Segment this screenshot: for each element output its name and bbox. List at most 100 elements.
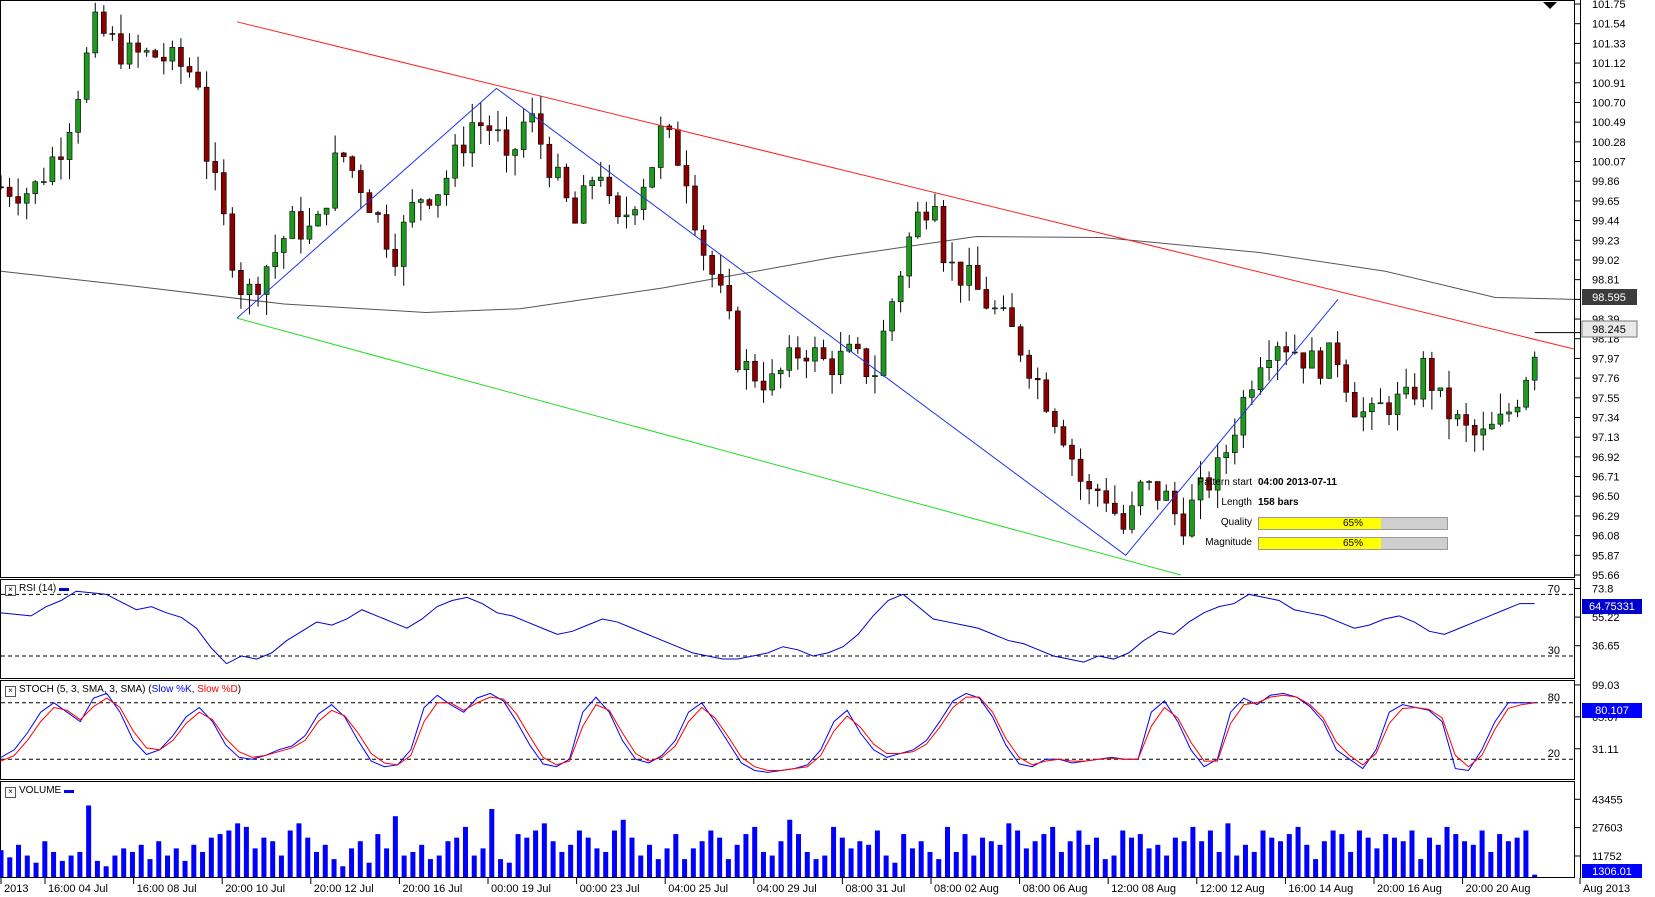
volume-bar — [603, 851, 609, 877]
candle-bull — [1420, 357, 1427, 400]
candle-bull — [1197, 477, 1204, 501]
volume-bar — [445, 841, 451, 877]
volume-bar — [1120, 830, 1126, 877]
time-tick-label: 04:00 29 Jul — [757, 883, 817, 895]
channel-lower-line — [236, 317, 1181, 576]
close-icon[interactable]: × — [5, 585, 16, 596]
candle-bull — [640, 186, 647, 210]
price-tick-label: 100.70 — [1592, 97, 1626, 109]
volume-bar — [33, 862, 39, 877]
volume-bar — [1067, 841, 1073, 877]
volume-bar — [1129, 837, 1135, 877]
candle-bear — [923, 211, 930, 221]
candle-bull — [1137, 481, 1144, 507]
volume-bar — [883, 855, 889, 877]
volume-bar — [787, 819, 793, 877]
candle-bull — [1309, 350, 1315, 369]
scroll-right-icon[interactable] — [1543, 2, 1557, 9]
candle-bull — [169, 47, 176, 62]
candle-bear — [1471, 424, 1478, 436]
volume-bar — [1383, 834, 1389, 877]
volume-bar — [349, 848, 355, 877]
stoch-tick-label: 31.11 — [1592, 744, 1619, 756]
price-tick-label: 96.92 — [1592, 452, 1620, 464]
candle-bull — [906, 236, 913, 277]
price-tick-label: 99.23 — [1592, 235, 1620, 247]
candle-bull — [1249, 389, 1255, 398]
volume-bar — [848, 848, 854, 877]
volume-bar — [1435, 844, 1441, 877]
volume-plot — [0, 805, 1538, 877]
price-tick-label: 99.65 — [1592, 196, 1620, 208]
volume-current-label: 1306.01 — [1592, 866, 1632, 878]
volume-bar — [1023, 848, 1029, 877]
price-pane-border — [0, 0, 1575, 578]
candle-bear — [546, 143, 553, 178]
stoch-level-label: 80 — [1548, 692, 1560, 704]
candle-bear — [1343, 364, 1349, 393]
candle-bull — [1326, 342, 1332, 379]
volume-bar — [620, 819, 626, 877]
volume-bar — [804, 851, 810, 877]
close-icon[interactable]: × — [5, 686, 16, 697]
price-tick-label: 96.71 — [1592, 472, 1620, 484]
volume-bar — [1207, 830, 1213, 877]
volume-bar — [997, 844, 1003, 877]
volume-bar — [1400, 841, 1406, 877]
rsi-title[interactable]: × RSI (14) ▬ — [5, 583, 69, 596]
candle-bull — [289, 211, 296, 239]
close-icon[interactable]: × — [5, 787, 16, 798]
volume-title[interactable]: × VOLUME ▬ — [5, 785, 75, 798]
candle-bull — [143, 50, 150, 53]
volume-bar — [1032, 841, 1038, 877]
volume-bar — [156, 841, 162, 877]
volume-bar — [918, 841, 924, 877]
candle-bear — [186, 66, 193, 73]
candle-bear — [1120, 513, 1127, 530]
time-tick-label: 16:00 08 Jul — [137, 883, 197, 895]
volume-bar — [743, 834, 749, 877]
candle-bear — [486, 125, 493, 131]
candle-bear — [1386, 402, 1392, 415]
volume-legend-icon: ▬ — [64, 785, 75, 796]
candle-bear — [460, 144, 467, 154]
volume-bar — [0, 850, 4, 877]
candle-bear — [709, 255, 715, 275]
zigzag-pattern-line — [236, 87, 1339, 556]
candle-bear — [229, 213, 236, 271]
candle-bull — [1497, 413, 1504, 425]
candle-bull — [520, 121, 527, 150]
stoch-current-label: 80.107 — [1595, 705, 1629, 717]
candle-bear — [1094, 488, 1101, 491]
volume-bar — [857, 841, 863, 877]
rsi-level-label: 70 — [1548, 583, 1560, 595]
volume-bar — [901, 834, 907, 877]
volume-bar — [1269, 837, 1275, 877]
volume-bar — [717, 837, 723, 877]
candle-bear — [203, 86, 210, 162]
candle-bull — [1489, 423, 1495, 430]
candle-bear — [135, 42, 141, 53]
candle-bull — [1523, 379, 1529, 408]
candle-bear — [383, 214, 390, 250]
candle-bear — [1043, 379, 1050, 412]
candle-bull — [777, 369, 784, 375]
volume-bar — [541, 823, 547, 877]
stoch-current-box — [1582, 703, 1642, 718]
volume-bar — [392, 816, 398, 877]
candle-bear — [752, 360, 758, 382]
volume-bar — [576, 830, 582, 877]
stoch-title[interactable]: × STOCH (5, 3, SMA, 3, SMA) (Slow %K, Slo… — [5, 684, 241, 697]
volume-bar — [1462, 841, 1468, 877]
candle-bull — [66, 131, 73, 160]
volume-bar — [760, 851, 766, 877]
candle-bull — [443, 177, 450, 195]
volume-bar — [1172, 837, 1178, 877]
stoch-k-line — [0, 692, 1535, 773]
volume-bar — [191, 844, 197, 877]
volume-bar — [1216, 851, 1222, 877]
volume-bar — [270, 841, 276, 877]
candle-bear — [983, 289, 990, 309]
magnitude-bar-fill — [1259, 538, 1382, 549]
volume-bar — [94, 860, 100, 877]
